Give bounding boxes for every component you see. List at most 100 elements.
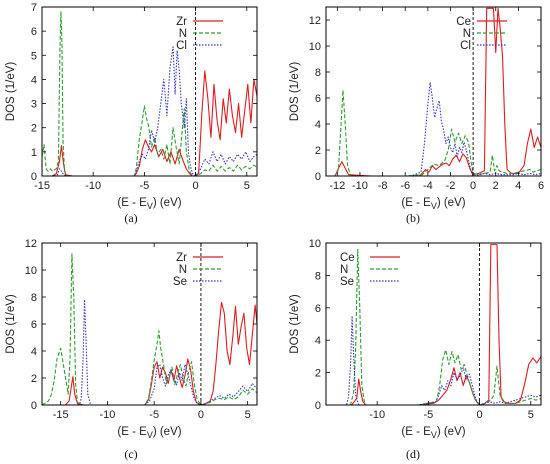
panel-a: -15 -10 -5 0 5 0 1 2 3 4 5 6 7 DOS (1/eV) (E - EV) (eV… [5, 2, 258, 211]
x-tick-label: 6 [538, 180, 544, 192]
x-tick-label: 0 [198, 409, 204, 421]
panel-caption-a: (a) [124, 211, 137, 225]
y-tick-label: 12 [309, 15, 321, 27]
y-tick-label: 3 [31, 99, 37, 111]
y-tick-label: 0 [315, 171, 321, 183]
x-tick-label: -10 [352, 180, 368, 192]
panel-caption-d: (d) [406, 447, 420, 461]
panel-c: -15 -10 -5 0 5 0 2 4 6 8 10 12 DOS (1/eV) (E - EV) (e… [5, 238, 258, 440]
y-axis-label: DOS (1/eV) [289, 294, 301, 354]
y-tick-label: 2 [315, 368, 321, 380]
panel-caption-c: (c) [124, 447, 137, 461]
plot-frame [325, 6, 542, 177]
x-axis-label-subscript: V [147, 430, 153, 440]
y-axis-label: DOS (1/eV) [5, 294, 17, 354]
legend-label-zr: Zr [176, 16, 187, 28]
y-tick-label: 4 [315, 119, 321, 131]
series-line-se [326, 315, 541, 405]
y-tick-label: 2 [31, 123, 37, 135]
y-tick-label: 4 [315, 335, 321, 347]
y-tick-label: 10 [25, 265, 37, 277]
legend-label-cl: Cl [460, 40, 471, 52]
series-line-n [42, 11, 257, 176]
panel-caption-b: (b) [406, 211, 420, 225]
legend-label-n: N [463, 28, 471, 40]
x-tick-label: 0 [193, 180, 199, 192]
y-tick-label: 4 [31, 74, 37, 86]
series-line-zr [42, 70, 257, 176]
x-tick-label: -12 [329, 180, 345, 192]
x-tick-label: -6 [400, 180, 410, 192]
plot-frame [41, 6, 258, 177]
x-axis-label-part: ) (eV) [153, 197, 182, 209]
x-tick-label: -5 [423, 409, 433, 421]
y-tick-label: 8 [315, 270, 321, 282]
x-axis-label-part: ) (eV) [153, 426, 182, 438]
y-tick-label: 4 [31, 346, 37, 358]
series-line-cl [42, 46, 257, 176]
y-tick-label: 6 [315, 303, 321, 315]
x-tick-label: -4 [423, 180, 433, 192]
y-tick-label: 0 [31, 400, 37, 412]
x-tick-label: 0 [470, 180, 476, 192]
x-tick-label: -10 [99, 409, 115, 421]
y-axis-label: DOS (1/eV) [5, 62, 17, 122]
y-tick-label: 2 [31, 373, 37, 385]
x-tick-label: 4 [515, 180, 521, 192]
x-tick-label: 5 [528, 409, 534, 421]
legend-label-n: N [340, 264, 348, 276]
panel-d: -10 -5 0 5 0 2 4 6 8 10 DOS (1/eV) (E - EV) (eV) CeN… [289, 238, 542, 440]
legend-label-ce: Ce [340, 252, 355, 264]
x-tick-label: 5 [245, 409, 251, 421]
legend-label-n: N [179, 264, 187, 276]
series-line-n [326, 89, 541, 176]
legend-label-se: Se [340, 276, 354, 288]
series-line-cl [326, 81, 541, 176]
x-axis-label-part: (E - E [401, 197, 431, 209]
legend-label-zr: Zr [176, 252, 187, 264]
x-axis-label: (E - EV) (eV) [117, 426, 181, 440]
x-tick-label: -5 [149, 409, 159, 421]
y-tick-label: 5 [31, 50, 37, 62]
y-tick-label: 0 [31, 171, 37, 183]
x-tick-label: -2 [446, 180, 456, 192]
x-axis-label-subscript: V [431, 430, 437, 440]
y-tick-label: 8 [31, 292, 37, 304]
series-line-n [326, 248, 541, 405]
x-axis-label-subscript: V [431, 201, 437, 211]
x-tick-label: 2 [493, 180, 499, 192]
x-tick-label: -15 [34, 180, 50, 192]
plot-frame [325, 242, 542, 406]
x-axis-label-subscript: V [147, 201, 153, 211]
legend-label-n: N [179, 28, 187, 40]
x-axis-label: (E - EV) (eV) [117, 197, 181, 211]
y-tick-label: 7 [31, 2, 37, 14]
legend-label-ce: Ce [456, 16, 471, 28]
x-axis-label: (E - EV) (eV) [401, 426, 465, 440]
y-tick-label: 2 [315, 145, 321, 157]
x-axis-label: (E - EV) (eV) [401, 197, 465, 211]
x-tick-label: -10 [369, 409, 385, 421]
x-tick-label: 5 [244, 180, 250, 192]
x-tick-label: -15 [53, 409, 69, 421]
x-tick-label: -8 [378, 180, 388, 192]
series-line-n [42, 253, 257, 405]
x-axis-label-part: ) (eV) [437, 426, 466, 438]
y-tick-label: 1 [31, 147, 37, 159]
y-tick-label: 8 [315, 67, 321, 79]
legend-label-se: Se [173, 276, 187, 288]
y-tick-label: 12 [25, 238, 37, 250]
x-axis-label-part: (E - E [117, 426, 147, 438]
x-axis-label-part: (E - E [401, 426, 431, 438]
y-tick-label: 0 [315, 400, 321, 412]
y-tick-label: 6 [31, 26, 37, 38]
x-axis-label-part: ) (eV) [437, 197, 466, 209]
y-tick-label: 6 [315, 93, 321, 105]
y-axis-label: DOS (1/eV) [289, 62, 301, 122]
x-axis-label-part: (E - E [117, 197, 147, 209]
x-tick-label: -10 [85, 180, 101, 192]
